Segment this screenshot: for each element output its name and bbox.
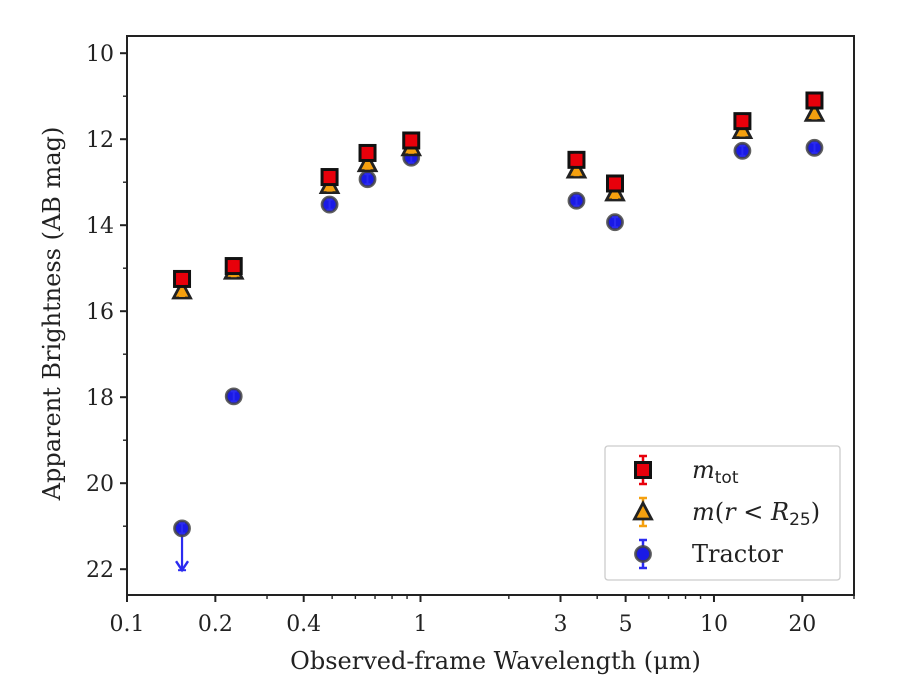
errorbar-square-8 (811, 94, 818, 107)
y-tick-label-12: 12 (86, 128, 114, 153)
legend-entry-circle: Tractor (634, 538, 783, 570)
x-tick-label-0.4: 0.4 (286, 612, 321, 637)
legend-entry-triangle: m(r < R25) (632, 496, 820, 530)
y-tick-label-22: 22 (86, 558, 114, 583)
y-tick-label-20: 20 (86, 472, 114, 497)
errorbar-circle-7 (739, 144, 746, 157)
y-tick-label-10: 10 (86, 42, 114, 67)
legend-label-circle: Tractor (692, 540, 783, 568)
errorbar-circle-3 (364, 173, 371, 186)
y-tick-label-16: 16 (86, 300, 114, 325)
y-axis-label: Apparent Brightness (AB mag) (38, 127, 66, 502)
legend: mtot m(r < R25) Tractor (604, 445, 841, 581)
legend-marker-circle (634, 545, 652, 563)
legend-entry-square: mtot (634, 454, 739, 488)
x-tick-label-3: 3 (554, 612, 568, 637)
errorbar-square-2 (326, 171, 333, 184)
legend-label-triangle: m(r < R25) (692, 498, 820, 530)
errorbar-circle-2 (326, 198, 333, 211)
errorbar-circle-5 (573, 194, 580, 207)
legend-marker-triangle (632, 500, 654, 521)
x-tick-label-0.2: 0.2 (198, 612, 233, 637)
x-tick-label-0.1: 0.1 (110, 612, 145, 637)
errorbar-square-1 (230, 260, 237, 273)
errorbar-square-5 (573, 153, 580, 166)
axes: 10 12 14 16 18 20 22 0.1 0.2 0.4 1 3 5 10 20 Observed-f… (38, 35, 855, 675)
legend-marker-square (634, 461, 652, 479)
x-tick-label-10: 10 (700, 612, 728, 637)
x-tick-label-5: 5 (619, 612, 633, 637)
legend-box (604, 445, 841, 581)
errorbar-square-7 (739, 115, 746, 128)
errorbar-square-4 (408, 134, 415, 147)
x-tick-label-20: 20 (788, 612, 816, 637)
errorbar-circle-6 (611, 216, 618, 229)
errorbar-circle-1 (230, 390, 237, 403)
plot-marks (171, 91, 826, 573)
errorbar-square-0 (179, 272, 186, 285)
errorbar-circle-8 (811, 141, 818, 154)
y-tick-label-14: 14 (86, 214, 114, 239)
plot-frame (126, 35, 855, 596)
errorbar-circle-0 (179, 522, 186, 535)
legend-label-square: mtot (692, 456, 739, 488)
x-axis-label: Observed-frame Wavelength (μm) (290, 647, 701, 675)
y-tick-label-18: 18 (86, 386, 114, 411)
errorbar-square-3 (364, 146, 371, 159)
x-tick-label-1: 1 (413, 612, 427, 637)
errorbar-square-6 (611, 177, 618, 190)
